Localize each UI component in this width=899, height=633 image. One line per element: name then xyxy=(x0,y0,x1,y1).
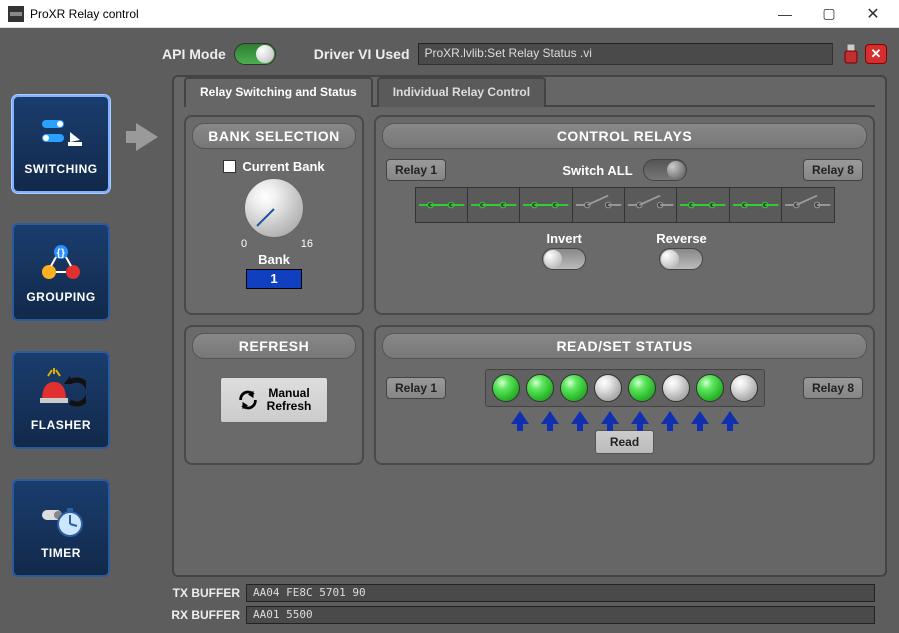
sidebar-item-timer[interactable]: TIMER xyxy=(12,479,110,577)
status-led-1[interactable] xyxy=(492,374,520,402)
tab-strip: Relay Switching and Status Individual Re… xyxy=(184,75,875,105)
sidebar-item-label: SWITCHING xyxy=(24,162,97,176)
relay-switch-2[interactable] xyxy=(468,188,520,222)
app-icon xyxy=(8,6,24,22)
invert-label: Invert xyxy=(546,231,581,246)
api-mode-switch[interactable] xyxy=(234,43,276,65)
status-relay8-pill[interactable]: Relay 8 xyxy=(803,377,863,399)
nav-arrow xyxy=(130,75,164,577)
switching-icon xyxy=(36,112,86,158)
status-led-7[interactable] xyxy=(696,374,724,402)
sidebar-item-flasher[interactable]: FLASHER xyxy=(12,351,110,449)
timer-icon xyxy=(36,496,86,542)
set-arrow-6[interactable] xyxy=(661,411,679,424)
flasher-icon xyxy=(36,368,86,414)
switch-all-label: Switch ALL xyxy=(562,163,632,178)
usb-icon[interactable] xyxy=(843,44,859,64)
sidebar-item-label: TIMER xyxy=(41,546,81,560)
sidebar-item-switching[interactable]: SWITCHING xyxy=(12,95,110,193)
set-arrow-5[interactable] xyxy=(631,411,649,424)
status-header: READ/SET STATUS xyxy=(382,333,867,359)
manual-refresh-button[interactable]: Manual Refresh xyxy=(220,377,328,423)
top-row: API Mode Driver VI Used ProXR.lvlib:Set … xyxy=(162,38,887,69)
relay-switch-1[interactable] xyxy=(416,188,468,222)
control-relays-panel: CONTROL RELAYS Relay 1 Switch ALL Relay … xyxy=(374,115,875,315)
refresh-btn-line2: Refresh xyxy=(267,400,312,413)
status-led-3[interactable] xyxy=(560,374,588,402)
relay-switch-8[interactable] xyxy=(782,188,833,222)
reverse-label: Reverse xyxy=(656,231,707,246)
control-relays-header: CONTROL RELAYS xyxy=(382,123,867,149)
relay1-pill[interactable]: Relay 1 xyxy=(386,159,446,181)
set-arrow-8[interactable] xyxy=(721,411,739,424)
relay8-pill[interactable]: Relay 8 xyxy=(803,159,863,181)
sidebar: SWITCHING {} GROUPING FLASHER xyxy=(12,75,122,577)
svg-text:{}: {} xyxy=(57,248,66,259)
bank-label: Bank xyxy=(258,252,290,267)
buffers: TX BUFFER AA04 FE8C 5701 90 RX BUFFER AA… xyxy=(162,581,875,625)
sidebar-item-grouping[interactable]: {} GROUPING xyxy=(12,223,110,321)
relay-switch-7[interactable] xyxy=(730,188,782,222)
set-arrow-2[interactable] xyxy=(541,411,559,424)
sidebar-item-label: GROUPING xyxy=(26,290,95,304)
read-button[interactable]: Read xyxy=(595,430,654,454)
driver-vi-field[interactable]: ProXR.lvlib:Set Relay Status .vi xyxy=(418,43,834,65)
status-panel: READ/SET STATUS Relay 1 Relay 8 Read xyxy=(374,325,875,465)
bank-dial[interactable]: 0 16 xyxy=(229,176,319,252)
status-led-2[interactable] xyxy=(526,374,554,402)
rx-buffer-label: RX BUFFER xyxy=(162,608,240,622)
rx-buffer-field[interactable]: AA01 5500 xyxy=(246,606,875,624)
app-body: API Mode Driver VI Used ProXR.lvlib:Set … xyxy=(0,28,899,633)
relay-switch-6[interactable] xyxy=(677,188,729,222)
arrow-row xyxy=(472,411,778,424)
set-arrow-1[interactable] xyxy=(511,411,529,424)
window-title: ProXR Relay control xyxy=(30,7,763,21)
current-bank-label: Current Bank xyxy=(242,159,324,174)
tab-content: BANK SELECTION Current Bank 0 16 xyxy=(184,105,875,465)
window-titlebar: ProXR Relay control — ▢ ✕ xyxy=(0,0,899,28)
stop-button[interactable]: ✕ xyxy=(865,44,887,64)
status-led-6[interactable] xyxy=(662,374,690,402)
set-arrow-7[interactable] xyxy=(691,411,709,424)
sidebar-item-label: FLASHER xyxy=(31,418,91,432)
invert-toggle[interactable] xyxy=(542,248,586,270)
bank-selection-header: BANK SELECTION xyxy=(192,123,356,149)
current-bank-checkbox[interactable] xyxy=(223,160,236,173)
bank-value[interactable]: 1 xyxy=(246,269,302,289)
relay-switch-3[interactable] xyxy=(520,188,572,222)
status-led-4[interactable] xyxy=(594,374,622,402)
refresh-icon xyxy=(237,389,259,411)
dial-max: 16 xyxy=(301,238,313,250)
refresh-header: REFRESH xyxy=(192,333,356,359)
window-close-button[interactable]: ✕ xyxy=(851,1,895,27)
main-panel: Relay Switching and Status Individual Re… xyxy=(172,75,887,577)
grouping-icon: {} xyxy=(36,240,86,286)
tx-buffer-field[interactable]: AA04 FE8C 5701 90 xyxy=(246,584,875,602)
relay-switch-grid xyxy=(415,187,835,223)
window-maximize-button[interactable]: ▢ xyxy=(807,1,851,27)
api-mode-label: API Mode xyxy=(162,46,226,62)
window-minimize-button[interactable]: — xyxy=(763,1,807,27)
tab-relay-switching[interactable]: Relay Switching and Status xyxy=(184,77,373,107)
status-led-5[interactable] xyxy=(628,374,656,402)
driver-label: Driver VI Used xyxy=(314,46,410,62)
led-row xyxy=(485,369,765,407)
dial-min: 0 xyxy=(241,238,247,250)
reverse-toggle[interactable] xyxy=(659,248,703,270)
tab-individual-control[interactable]: Individual Relay Control xyxy=(377,77,546,107)
set-arrow-3[interactable] xyxy=(571,411,589,424)
switch-all-toggle[interactable] xyxy=(643,159,687,181)
relay-switch-5[interactable] xyxy=(625,188,677,222)
bank-selection-panel: BANK SELECTION Current Bank 0 16 xyxy=(184,115,364,315)
set-arrow-4[interactable] xyxy=(601,411,619,424)
status-led-8[interactable] xyxy=(730,374,758,402)
refresh-panel: REFRESH Manual xyxy=(184,325,364,465)
status-relay1-pill[interactable]: Relay 1 xyxy=(386,377,446,399)
tx-buffer-label: TX BUFFER xyxy=(162,586,240,600)
relay-switch-4[interactable] xyxy=(573,188,625,222)
